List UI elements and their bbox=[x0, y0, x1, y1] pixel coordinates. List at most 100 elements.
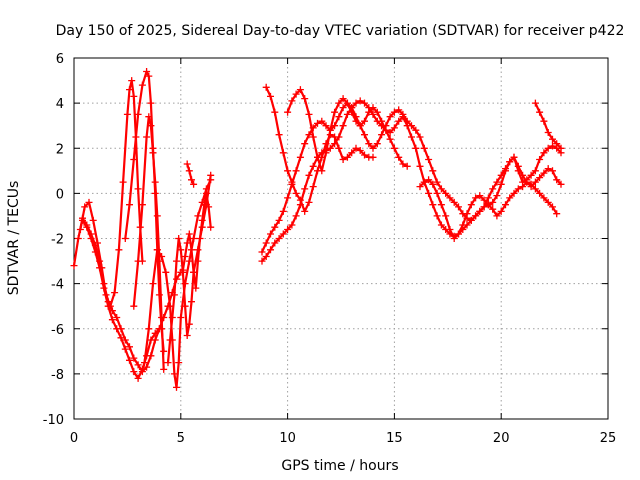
data-point bbox=[284, 167, 292, 175]
data-point bbox=[549, 167, 556, 175]
data-point bbox=[369, 104, 377, 112]
data-point bbox=[98, 264, 106, 272]
data-point bbox=[450, 235, 458, 242]
data-point bbox=[442, 212, 450, 220]
data-point bbox=[185, 230, 193, 238]
data-point bbox=[117, 334, 125, 342]
data-point bbox=[339, 104, 347, 112]
data-point bbox=[113, 325, 121, 333]
data-point bbox=[484, 201, 492, 209]
data-point bbox=[343, 153, 351, 161]
data-point bbox=[420, 144, 428, 152]
data-point bbox=[158, 314, 166, 321]
data-point bbox=[553, 210, 561, 218]
data-point bbox=[514, 167, 522, 175]
data-point bbox=[296, 86, 304, 94]
data-point bbox=[275, 235, 283, 242]
data-point bbox=[531, 185, 539, 193]
data-point bbox=[284, 226, 292, 233]
data-point bbox=[395, 106, 403, 114]
data-point bbox=[130, 92, 138, 100]
data-point bbox=[288, 97, 296, 105]
data-point bbox=[147, 99, 155, 107]
x-axis-label: GPS time / hours bbox=[281, 458, 398, 474]
data-point bbox=[408, 133, 415, 141]
data-point bbox=[467, 216, 475, 224]
data-point bbox=[318, 117, 326, 125]
data-point bbox=[128, 77, 136, 85]
data-point bbox=[369, 153, 377, 161]
y-tick-label: -6 bbox=[51, 323, 64, 338]
data-point bbox=[493, 192, 501, 200]
data-point bbox=[361, 99, 368, 107]
data-point bbox=[89, 216, 97, 224]
data-point bbox=[463, 210, 471, 218]
data-point bbox=[408, 122, 415, 130]
data-point bbox=[301, 207, 309, 215]
data-point bbox=[258, 248, 266, 256]
data-point bbox=[115, 246, 123, 254]
data-point bbox=[130, 302, 138, 310]
series-trace bbox=[418, 144, 563, 240]
y-tick-label: 0 bbox=[56, 187, 64, 202]
data-point bbox=[343, 110, 351, 118]
data-point bbox=[149, 280, 157, 288]
data-point bbox=[369, 144, 377, 152]
data-point bbox=[292, 90, 300, 98]
data-point bbox=[81, 203, 89, 211]
data-point bbox=[365, 140, 373, 148]
data-point bbox=[531, 178, 539, 186]
data-point bbox=[335, 144, 343, 152]
data-point bbox=[185, 167, 193, 175]
data-point bbox=[557, 180, 565, 188]
data-point bbox=[292, 189, 300, 197]
data-point bbox=[305, 171, 313, 179]
data-point bbox=[536, 189, 544, 197]
data-point bbox=[284, 194, 292, 202]
data-point bbox=[339, 95, 347, 103]
data-point bbox=[181, 302, 189, 310]
data-point bbox=[153, 212, 161, 220]
x-tick-label: 20 bbox=[493, 431, 510, 446]
data-point bbox=[514, 185, 522, 193]
data-point bbox=[352, 144, 360, 152]
data-point bbox=[433, 189, 441, 197]
data-point bbox=[205, 203, 213, 211]
data-point bbox=[356, 122, 364, 130]
data-point bbox=[429, 180, 437, 188]
data-point bbox=[510, 189, 518, 197]
data-point bbox=[177, 246, 185, 254]
data-point bbox=[130, 368, 138, 376]
data-point bbox=[305, 110, 313, 118]
data-point bbox=[425, 176, 433, 184]
data-point bbox=[361, 151, 368, 159]
data-point bbox=[378, 131, 386, 139]
data-point bbox=[343, 99, 351, 107]
data-point bbox=[121, 235, 129, 242]
data-point bbox=[147, 122, 155, 130]
data-point bbox=[549, 135, 556, 143]
data-point bbox=[531, 167, 539, 175]
series-track-13 bbox=[284, 86, 411, 175]
data-point bbox=[390, 124, 398, 132]
data-point bbox=[536, 108, 544, 116]
data-point bbox=[433, 212, 441, 220]
data-point bbox=[472, 212, 480, 220]
data-point bbox=[170, 370, 178, 378]
y-tick-label: -4 bbox=[51, 278, 64, 293]
data-point bbox=[288, 178, 296, 186]
data-point bbox=[502, 167, 509, 175]
data-point bbox=[143, 133, 151, 141]
data-point bbox=[262, 239, 270, 247]
data-point bbox=[322, 149, 330, 157]
data-point bbox=[437, 201, 445, 209]
data-point bbox=[352, 99, 360, 107]
data-point bbox=[356, 147, 364, 154]
data-point bbox=[480, 196, 488, 204]
y-tick-label: 2 bbox=[56, 142, 64, 157]
data-point bbox=[446, 194, 454, 202]
data-point bbox=[373, 108, 381, 116]
data-point bbox=[190, 235, 198, 242]
data-point bbox=[149, 149, 157, 157]
data-point bbox=[151, 329, 159, 337]
